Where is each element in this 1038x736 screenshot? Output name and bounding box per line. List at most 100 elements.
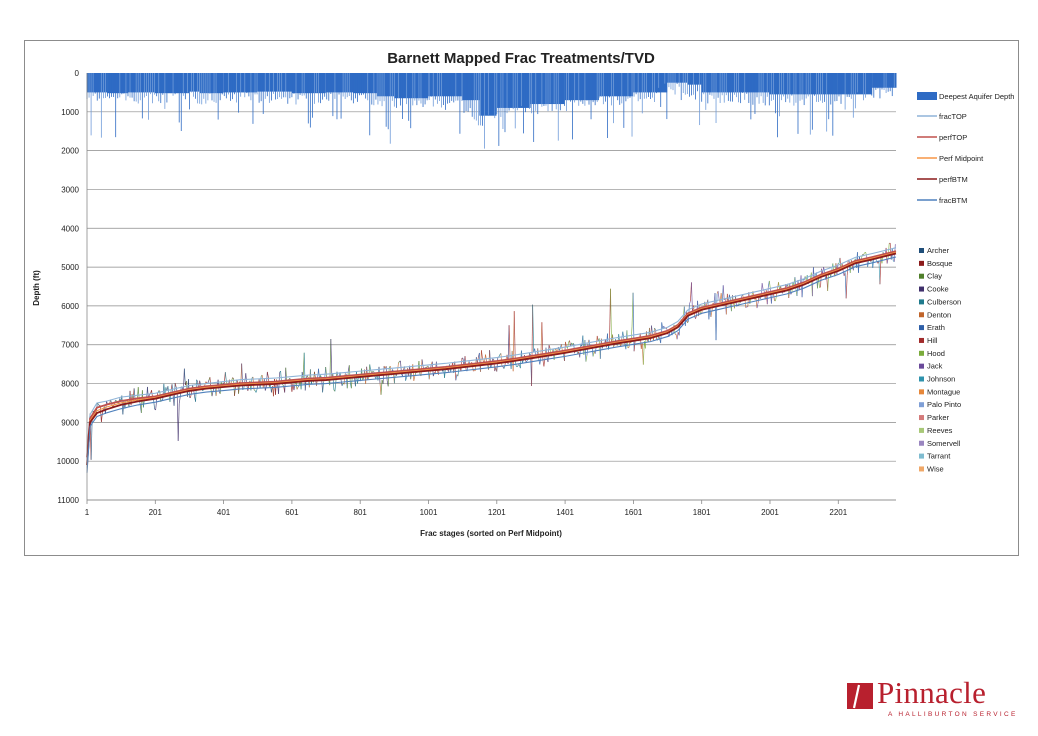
- county-trace-segment: [513, 311, 516, 361]
- y-tick-label: 10000: [57, 457, 80, 466]
- county-trace-segment: [585, 355, 588, 362]
- county-trace-segment: [282, 384, 285, 387]
- county-trace-segment: [768, 280, 771, 289]
- county-trace-segment: [405, 376, 407, 381]
- county-trace-segment: [508, 325, 511, 360]
- y-tick-label: 5000: [61, 263, 79, 272]
- county-trace-segment: [211, 391, 214, 397]
- aquifer-bar: [687, 73, 702, 85]
- county-trace-segment: [387, 367, 390, 387]
- county-trace-segment: [820, 268, 822, 288]
- chart-frame: Barnett Mapped Frac Treatments/TVD Depth…: [24, 40, 1019, 556]
- legend-layer: Deepest Aquifer Depth fracTOP perfTOP Perf …: [917, 92, 1014, 205]
- county-trace-segment: [823, 267, 825, 272]
- y-tick-label: 8000: [61, 380, 79, 389]
- x-tick-label: 801: [354, 508, 368, 517]
- legend-label: Perf Midpoint: [939, 154, 984, 163]
- county-legend-label: Hill: [927, 336, 938, 345]
- county-legend-label: Wise: [927, 464, 944, 473]
- county-legend-swatch: [919, 402, 924, 408]
- county-legend-swatch: [919, 312, 924, 318]
- county-trace-segment: [348, 365, 351, 383]
- x-tick-label: 1001: [420, 508, 438, 517]
- county-trace-segment: [689, 301, 691, 305]
- county-trace-segment: [97, 403, 100, 406]
- county-legend-swatch: [919, 260, 924, 266]
- county-trace-segment: [827, 272, 830, 291]
- county-trace-segment: [498, 354, 501, 358]
- aquifer-bar: [154, 73, 190, 94]
- county-trace-segment: [796, 279, 799, 297]
- county-trace-segment: [676, 332, 679, 340]
- series-line-perf-midpoint: [86, 251, 897, 462]
- pinnacle-mark-icon: [847, 683, 873, 709]
- county-trace-segment: [844, 272, 847, 299]
- county-trace-segment: [569, 340, 571, 347]
- county-trace-segment: [525, 360, 527, 362]
- county-legend-swatch: [919, 299, 924, 305]
- county-trace-segment: [610, 288, 612, 343]
- county-trace-segment: [745, 306, 748, 308]
- county-legend-label: Reeves: [927, 426, 953, 435]
- county-trace-segment: [485, 354, 487, 361]
- aquifer-bar: [896, 73, 897, 88]
- aquifer-bar: [376, 73, 395, 97]
- line-layer: [86, 247, 897, 473]
- county-trace-segment: [842, 270, 845, 276]
- county-legend-swatch: [919, 325, 924, 331]
- aquifer-bar: [462, 73, 480, 101]
- county-trace-segment: [115, 399, 117, 402]
- y-tick-label: 7000: [61, 341, 79, 350]
- county-trace-segment: [413, 375, 416, 381]
- county-legend-swatch: [919, 286, 924, 292]
- county-trace-segment: [234, 385, 236, 396]
- county-legend-label: Cooke: [927, 285, 949, 294]
- county-legend-label: Johnson: [927, 375, 955, 384]
- county-trace-segment: [457, 368, 460, 377]
- y-tick-label: 6000: [61, 302, 79, 311]
- county-trace-segment: [599, 338, 602, 359]
- county-legend-label: Tarrant: [927, 452, 951, 461]
- county-trace-segment: [182, 368, 185, 393]
- grid-layer: [87, 111, 896, 501]
- county-trace-segment: [654, 327, 656, 331]
- county-trace-segment: [454, 361, 457, 381]
- county-trace-segment: [341, 382, 344, 386]
- county-trace-segment: [632, 292, 635, 352]
- legend-label: Deepest Aquifer Depth: [939, 92, 1014, 101]
- county-trace-segment: [651, 325, 653, 334]
- legend-label: perfBTM: [939, 175, 968, 184]
- county-trace-segment: [255, 388, 258, 393]
- county-legend-swatch: [919, 273, 924, 279]
- county-trace-segment: [266, 371, 269, 378]
- county-trace-segment: [729, 294, 731, 300]
- x-tick-label: 2201: [829, 508, 847, 517]
- county-legend-swatch: [919, 453, 924, 459]
- county-trace-segment: [346, 371, 349, 389]
- county-trace-segment: [355, 371, 357, 387]
- y-tick-label: 0: [75, 69, 80, 78]
- county-trace-segment: [210, 389, 213, 397]
- county-trace-segment: [846, 259, 849, 276]
- aquifer-bar: [353, 73, 377, 94]
- county-layer: [86, 242, 896, 469]
- county-trace-segment: [722, 285, 725, 300]
- county-trace-segment: [233, 378, 235, 396]
- county-trace-segment: [516, 364, 519, 367]
- county-trace-segment: [845, 275, 848, 299]
- county-trace-segment: [558, 348, 561, 351]
- county-trace-segment: [398, 361, 400, 364]
- county-trace-segment: [567, 342, 569, 349]
- aquifer-bar: [199, 73, 224, 94]
- county-trace-segment: [309, 369, 312, 385]
- y-tick-label: 2000: [61, 147, 79, 156]
- county-trace-segment: [687, 321, 689, 324]
- county-trace-segment: [761, 283, 764, 290]
- county-trace-segment: [176, 391, 179, 441]
- county-trace-segment: [336, 371, 339, 377]
- county-trace-segment: [811, 267, 814, 297]
- county-trace-segment: [471, 362, 473, 364]
- aquifer-bar: [479, 73, 497, 116]
- county-trace-segment: [721, 285, 724, 305]
- county-trace-segment: [592, 351, 595, 357]
